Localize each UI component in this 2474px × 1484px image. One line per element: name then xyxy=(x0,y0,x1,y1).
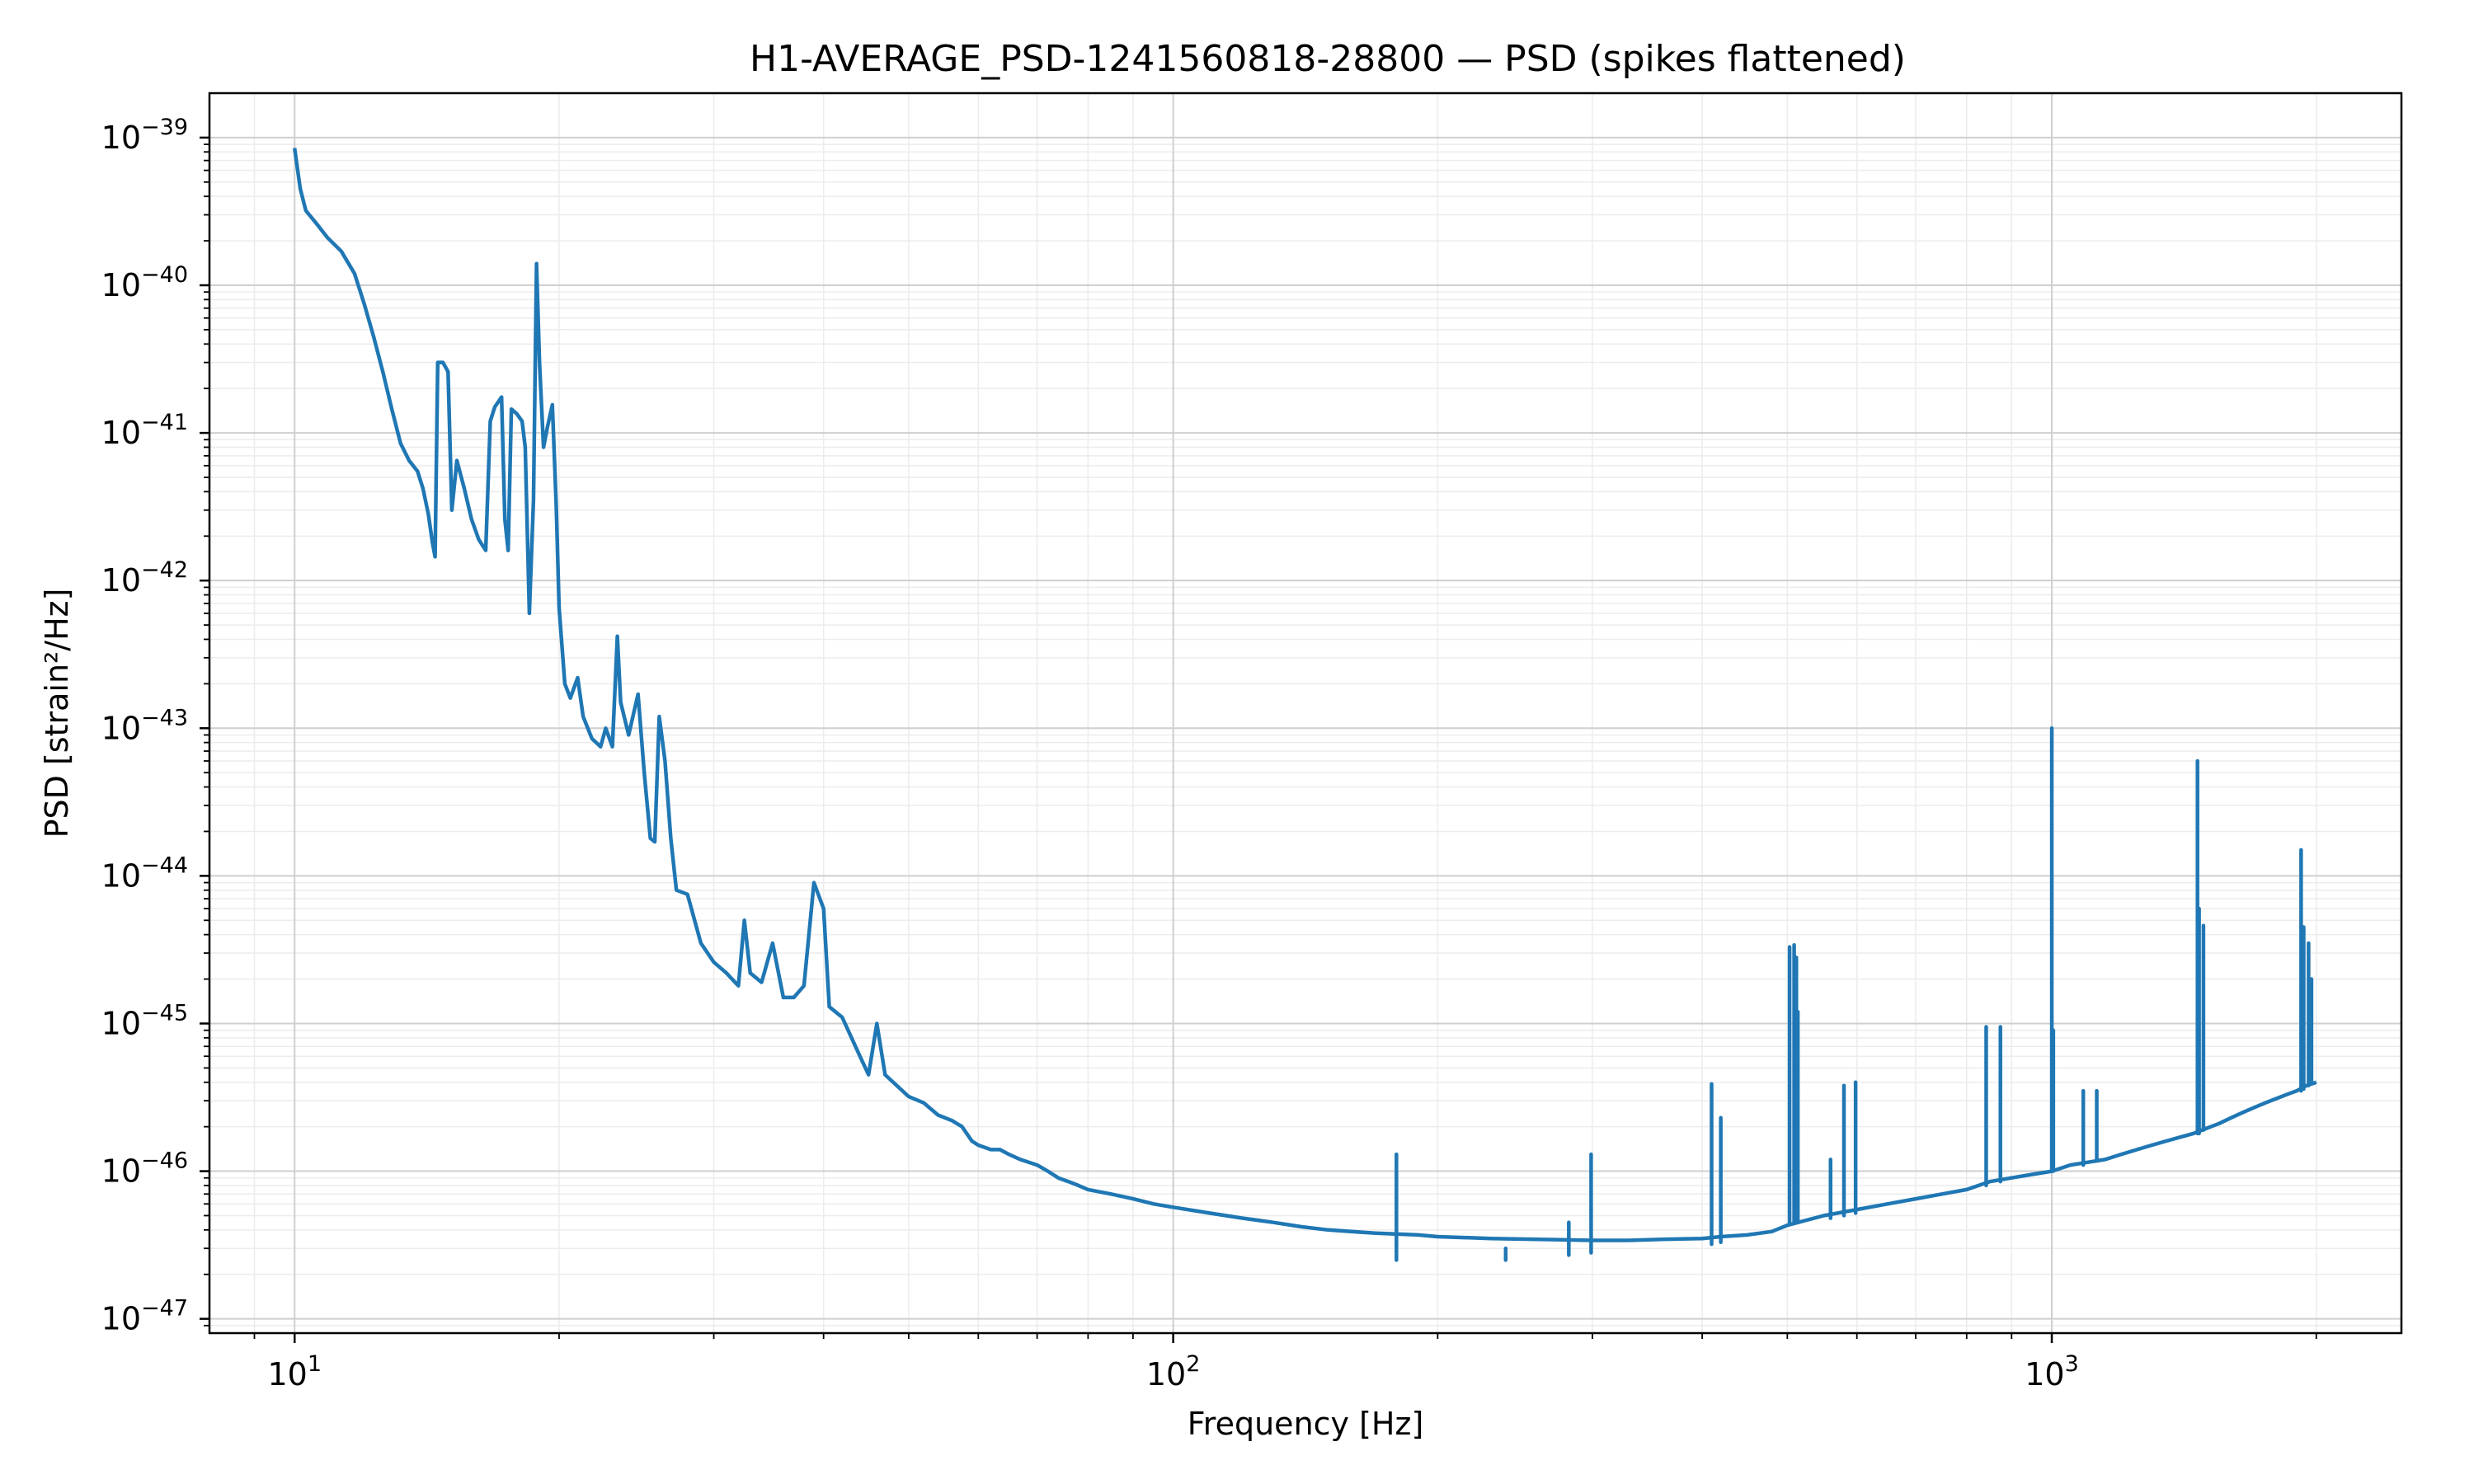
psd-series-line xyxy=(292,148,2317,1242)
y-axis-ticks: 10−39 10−40 10−41 10−42 10−43 10−44 10−45 10−46… xyxy=(101,115,209,1337)
x-axis-ticks: 101 102 103 xyxy=(253,1333,2317,1392)
y-tick-label: 10−42 xyxy=(101,557,188,599)
y-tick-label: 10−39 xyxy=(101,115,188,156)
y-tick-label: 10−45 xyxy=(101,1000,188,1041)
y-tick-label: 10−40 xyxy=(101,262,188,303)
y-tick-label: 10−43 xyxy=(101,705,188,746)
y-axis-label: PSD [strain²/Hz] xyxy=(39,589,75,838)
psd-spike-lines xyxy=(1395,726,2314,1262)
y-tick-label: 10−44 xyxy=(101,852,188,894)
y-tick-label: 10−46 xyxy=(101,1148,188,1190)
chart-title: H1-AVERAGE_PSD-1241560818-28800 — PSD (s… xyxy=(750,38,1906,80)
plot-frame xyxy=(208,92,2403,1335)
x-axis-label: Frequency [Hz] xyxy=(1188,1406,1424,1442)
x-tick-label: 102 xyxy=(1146,1351,1201,1392)
x-tick-label: 103 xyxy=(2025,1351,2079,1392)
minor-grid xyxy=(209,93,2401,1333)
major-grid xyxy=(209,93,2401,1333)
plot-area xyxy=(292,148,2317,1262)
y-tick-label: 10−41 xyxy=(101,410,188,451)
x-tick-label: 101 xyxy=(267,1351,322,1392)
y-tick-label: 10−47 xyxy=(101,1296,188,1337)
